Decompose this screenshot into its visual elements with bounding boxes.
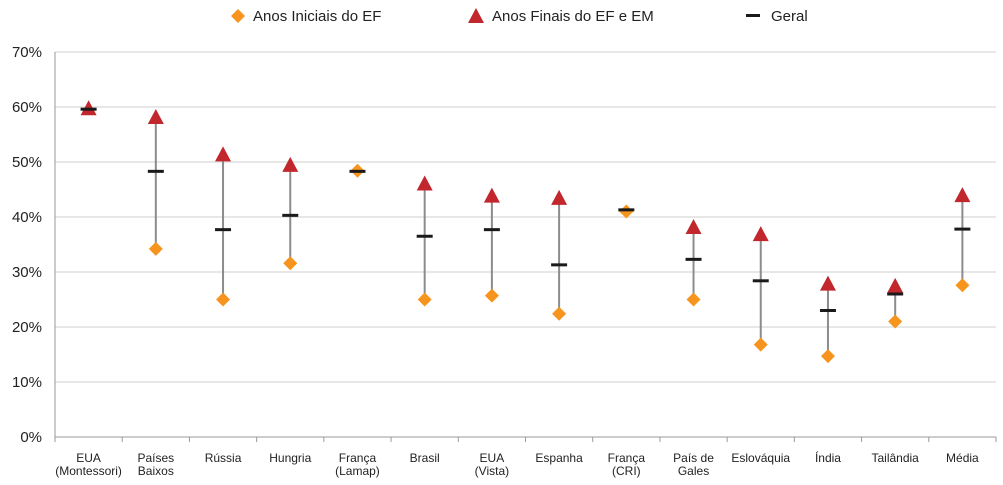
point-geral: [551, 263, 568, 267]
y-tick-label: 60%: [12, 99, 42, 116]
point-anos-iniciais: [820, 349, 835, 364]
y-tick-label: 70%: [12, 44, 42, 61]
point-geral: [483, 228, 500, 232]
point-anos-iniciais: [552, 306, 567, 321]
x-tick-label: Países Baixos: [137, 451, 174, 478]
point-anos-finais: [551, 189, 568, 205]
point-geral: [685, 257, 702, 261]
point-anos-iniciais: [686, 292, 701, 307]
x-axis: EUA (Montessori) Países Baixos Rússia Hungria…: [54, 52, 997, 478]
point-geral: [282, 213, 299, 217]
x-tick-label: Rússia: [205, 451, 242, 465]
point-anos-finais: [147, 109, 164, 124]
gridlines: [55, 51, 996, 383]
legend-item-anos-iniciais: Anos Iniciais do EF: [231, 8, 381, 25]
point-anos-iniciais: [955, 278, 970, 293]
y-tick-label: 0%: [20, 429, 42, 446]
x-tick-label: Eslováquia: [731, 451, 790, 465]
data-markers: [80, 100, 971, 364]
legend-item-anos-finais: Anos Finais do EF e EM: [468, 8, 654, 25]
point-anos-iniciais: [283, 256, 298, 271]
point-geral: [819, 309, 836, 312]
legend-label: Geral: [771, 8, 808, 25]
point-anos-iniciais: [484, 288, 499, 303]
point-anos-iniciais: [148, 241, 163, 256]
y-tick-label: 20%: [12, 319, 42, 336]
point-anos-iniciais: [753, 337, 768, 352]
legend-marker-dash: [746, 14, 760, 17]
point-anos-iniciais: [216, 292, 231, 307]
x-tick-label: EUA (Montessori): [55, 451, 122, 478]
point-anos-finais: [215, 146, 232, 162]
legend-item-geral: Geral: [746, 8, 808, 25]
point-anos-finais: [887, 277, 904, 293]
y-tick-label: 10%: [12, 374, 42, 391]
point-anos-finais: [483, 187, 500, 203]
point-geral: [147, 169, 164, 173]
x-tick-label: Média: [946, 451, 979, 465]
point-geral: [752, 279, 769, 283]
point-geral: [215, 228, 232, 232]
x-tick-label: Espanha: [535, 451, 583, 465]
point-anos-iniciais: [417, 292, 432, 307]
point-geral: [954, 227, 971, 231]
point-anos-finais: [954, 187, 971, 203]
y-tick-label: 50%: [12, 154, 42, 171]
point-anos-finais: [416, 175, 433, 191]
point-geral: [416, 234, 433, 238]
point-anos-finais: [819, 275, 836, 291]
point-geral: [349, 169, 366, 173]
legend-marker-triangle: [468, 8, 484, 23]
x-tick-label: Tailândia: [871, 451, 919, 465]
x-tick-label: França (Lamap): [335, 451, 380, 478]
x-tick-label: País de Gales: [673, 451, 714, 478]
y-axis-ticks: 0% 10% 20% 30% 40% 50% 60% 70%: [12, 44, 42, 446]
y-tick-label: 30%: [12, 264, 42, 281]
point-geral: [80, 107, 97, 111]
legend: Anos Iniciais do EF Anos Finais do EF e …: [231, 8, 808, 25]
x-tick-label: EUA (Vista): [475, 451, 509, 478]
x-tick-label: Brasil: [410, 451, 440, 465]
y-tick-label: 40%: [12, 209, 42, 226]
legend-label: Anos Finais do EF e EM: [492, 8, 654, 25]
x-tick-label: França (CRI): [608, 451, 646, 478]
point-anos-finais: [282, 156, 299, 172]
point-anos-iniciais: [619, 204, 634, 219]
point-anos-iniciais: [888, 314, 903, 329]
point-anos-finais: [685, 219, 702, 234]
point-geral: [618, 208, 635, 212]
x-tick-label: Hungria: [269, 451, 311, 465]
point-anos-finais: [752, 226, 769, 242]
legend-label: Anos Iniciais do EF: [253, 8, 381, 25]
legend-marker-diamond: [231, 9, 245, 23]
x-tick-label: Índia: [815, 450, 841, 465]
point-geral: [887, 292, 904, 296]
